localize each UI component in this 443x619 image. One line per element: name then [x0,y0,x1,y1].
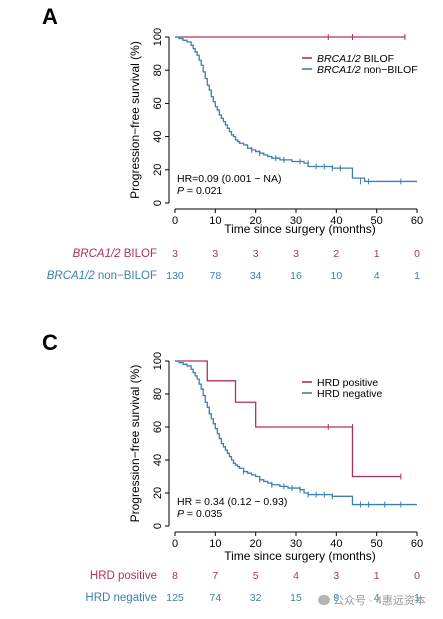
risk-count: 15 [290,592,302,604]
wechat-icon [318,595,330,605]
risk-count: 0 [414,248,420,260]
risk-row-label-italic: BRCA1/2 [47,270,96,282]
risk-count: 1 [414,592,420,604]
risk-count: 74 [209,592,221,604]
x-tick-label: 60 [411,215,423,227]
risk-row-label: BRCA1/2 non−BILOF [47,270,157,282]
y-tick-label: 60 [152,97,164,109]
y-tick-label: 80 [152,388,164,400]
x-tick-label: 20 [250,215,262,227]
risk-row-label: HRD positive [90,570,157,582]
risk-count: 7 [212,570,218,582]
risk-count: 4 [374,592,380,604]
risk-count: 3 [172,248,178,260]
risk-count: 130 [166,270,184,282]
y-axis-title: Progression−free survival (%) [128,41,142,199]
risk-count: 8 [172,570,178,582]
risk-count: 4 [293,570,299,582]
x-tick-label: 30 [290,538,302,550]
legend-entry-italic: BRCA1/2 [317,64,361,76]
x-axis-title: Time since surgery (months) [224,222,376,236]
legend-entry-1: BRCA1/2 BILOF [317,53,394,65]
y-tick-label: 100 [152,352,164,370]
x-tick-label: 50 [371,215,383,227]
x-tick-label: 30 [290,215,302,227]
risk-count: 1 [374,248,380,260]
p-label: P [177,508,184,520]
y-tick-label: 20 [152,164,164,176]
risk-row-label: BRCA1/2 BILOF [73,248,157,260]
risk-count: 3 [212,248,218,260]
y-axis-title: Progression−free survival (%) [128,365,142,523]
risk-count: 3 [333,570,339,582]
legend-entry-2: HRD negative [317,388,383,400]
y-tick-label: 0 [152,523,164,529]
risk-row-label-text: non−BILOF [95,270,157,282]
risk-count: 16 [290,270,302,282]
hr-annotation: HR = 0.34 (0.12 − 0.93) [177,496,287,508]
y-tick-label: 40 [152,454,164,466]
risk-count: 4 [374,270,380,282]
y-tick-label: 20 [152,487,164,499]
p-value-annotation: P = 0.021 [177,185,222,197]
risk-count: 3 [253,248,259,260]
p-value: = 0.035 [184,508,222,520]
legend-entry-text: HRD negative [317,388,383,400]
series-line-2 [175,360,417,506]
y-tick-label: 100 [152,28,164,46]
x-axis-title: Time since surgery (months) [224,549,376,563]
risk-count: 5 [253,570,259,582]
risk-count: 3 [293,248,299,260]
panel-letter: A [42,4,58,29]
x-tick-label: 0 [172,215,178,227]
risk-row-label-italic: BRCA1/2 [73,248,122,260]
risk-count: 1 [374,570,380,582]
y-tick-label: 80 [152,64,164,76]
x-tick-label: 60 [411,538,423,550]
risk-row-label-text: HRD positive [90,570,157,582]
p-value-annotation: P = 0.035 [177,508,222,520]
risk-count: 34 [250,270,262,282]
risk-row-label-text: HRD negative [85,592,157,604]
watermark-text: 公众号 · 4惠远资本 [333,595,426,607]
panel-letter: C [42,330,58,355]
risk-count: 1 [414,270,420,282]
y-tick-label: 40 [152,130,164,142]
x-tick-label: 0 [172,538,178,550]
x-tick-label: 10 [209,215,221,227]
x-tick-label: 10 [209,538,221,550]
legend-entry-2: BRCA1/2 non−BILOF [317,64,418,76]
x-tick-label: 40 [330,215,342,227]
risk-count: 2 [333,248,339,260]
risk-count: 125 [166,592,184,604]
risk-count: 10 [330,270,342,282]
x-tick-label: 50 [371,538,383,550]
legend-entry-text: non−BILOF [361,64,418,76]
x-tick-label: 20 [250,538,262,550]
legend-entry-text: BILOF [361,53,394,65]
p-value: = 0.021 [184,185,222,197]
risk-count: 9 [333,592,339,604]
legend-entry-text: HRD positive [317,377,378,389]
legend-entry-1: HRD positive [317,377,378,389]
series-line-2 [175,36,417,183]
risk-row-label: HRD negative [85,592,157,604]
y-tick-label: 0 [152,200,164,206]
y-tick-label: 60 [152,421,164,433]
risk-count: 0 [414,570,420,582]
risk-count: 32 [250,592,262,604]
legend-entry-italic: BRCA1/2 [317,53,361,65]
watermark: 公众号 · 4惠远资本 [318,592,426,608]
x-tick-label: 40 [330,538,342,550]
series-line-1 [175,360,401,478]
risk-count: 78 [209,270,221,282]
risk-row-label-text: BILOF [121,248,157,260]
hr-annotation: HR=0.09 (0.001 − NA) [177,173,281,185]
p-label: P [177,185,184,197]
